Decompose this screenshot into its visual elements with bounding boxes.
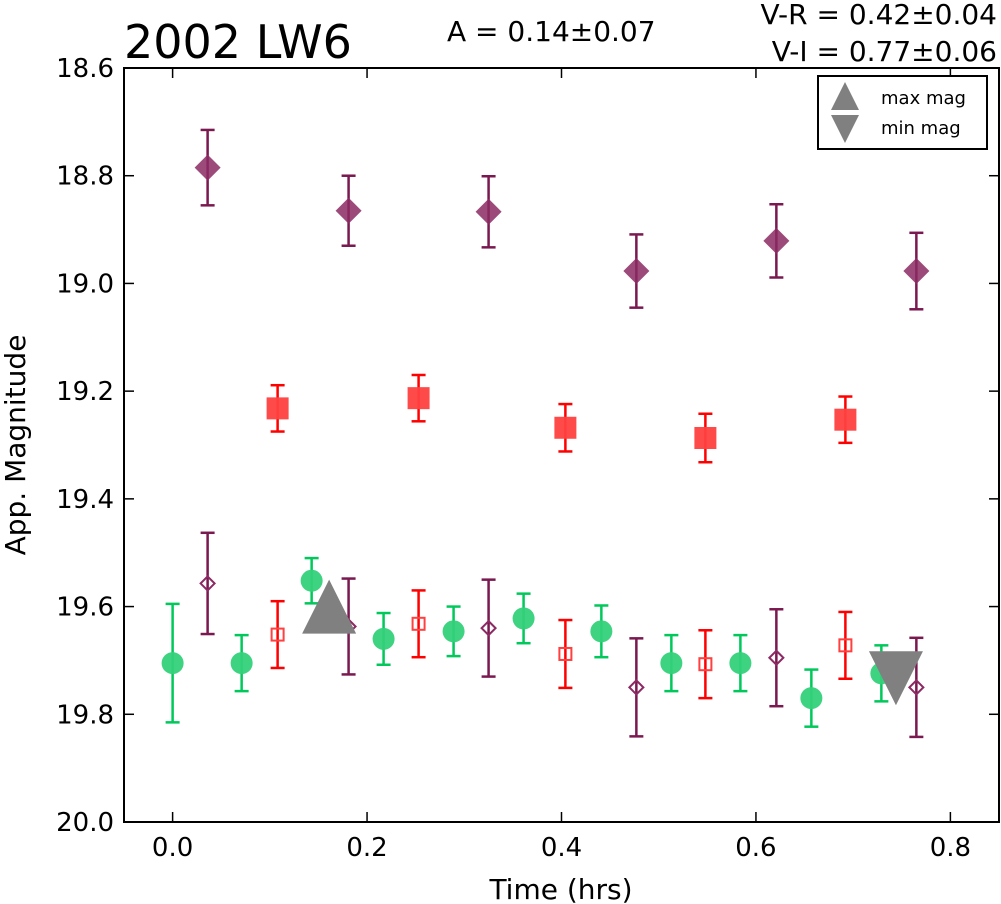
- legend-min-mag-label: min mag: [881, 118, 961, 139]
- y-tick-label: 18.8: [56, 162, 114, 192]
- data-point: [590, 620, 613, 643]
- data-point: [554, 416, 577, 439]
- plot-marks: [161, 128, 930, 739]
- series-0: [194, 128, 930, 311]
- x-tick-label: 0.8: [930, 833, 971, 863]
- data-point: [407, 387, 430, 410]
- legend-min-mag-marker: [831, 115, 859, 143]
- y-tick-label: 20.0: [56, 808, 114, 838]
- data-point: [270, 627, 285, 642]
- y-tick-label: 19.2: [56, 377, 114, 407]
- series-3: [199, 531, 925, 739]
- data-point: [660, 652, 683, 675]
- legend-max-mag-marker: [831, 82, 859, 110]
- axis-ticks: 0.0 0.2 0.4 0.6 0.8 18.6 18.8 19.0 19.2 19.4 19.6 1…: [56, 54, 999, 863]
- legend-max-mag-label: max mag: [881, 88, 966, 109]
- x-tick-label: 0.4: [541, 833, 582, 863]
- data-point: [372, 627, 395, 650]
- data-point: [627, 678, 645, 696]
- data-point: [763, 227, 790, 254]
- x-axis-label: Time (hrs): [488, 873, 632, 904]
- data-point: [834, 408, 857, 431]
- data-point: [698, 657, 713, 672]
- data-point: [838, 638, 853, 653]
- x-tick-label: 0.2: [346, 833, 387, 863]
- max-mag-marker: [302, 579, 357, 634]
- data-point: [800, 687, 823, 710]
- chart-title: 2002 LW6: [124, 15, 352, 69]
- min-mag-marker: [868, 651, 923, 706]
- data-point: [335, 197, 362, 224]
- data-point: [480, 619, 497, 637]
- data-point: [230, 652, 253, 675]
- v-i-annotation: V-I = 0.77±0.06: [772, 35, 997, 68]
- data-point: [623, 258, 650, 285]
- x-tick-label: 0.0: [152, 833, 193, 863]
- amplitude-annotation: A = 0.14±0.07: [447, 15, 656, 48]
- x-tick-label: 0.6: [735, 833, 776, 863]
- series-2: [161, 556, 893, 728]
- data-point: [694, 426, 717, 449]
- series-1: [266, 373, 857, 464]
- y-tick-label: 18.6: [56, 54, 114, 84]
- data-point: [442, 620, 465, 643]
- data-point: [903, 258, 930, 285]
- data-point: [907, 678, 925, 696]
- v-r-annotation: V-R = 0.42±0.04: [761, 0, 997, 31]
- data-point: [266, 397, 289, 420]
- y-axis-label: App. Magnitude: [0, 335, 32, 556]
- data-point: [300, 569, 323, 592]
- data-point: [194, 154, 221, 181]
- plot-frame: [123, 67, 1000, 823]
- data-point: [411, 616, 426, 631]
- data-point: [729, 652, 752, 675]
- data-point: [767, 649, 785, 667]
- data-point: [161, 652, 184, 675]
- y-tick-label: 19.8: [56, 700, 114, 730]
- legend: max mag min mag: [817, 75, 988, 150]
- y-tick-label: 19.4: [56, 485, 114, 515]
- series-4: [270, 589, 853, 700]
- data-point: [475, 198, 502, 225]
- y-tick-label: 19.6: [56, 593, 114, 623]
- data-point: [558, 646, 573, 661]
- data-point: [199, 574, 217, 592]
- data-point: [512, 607, 535, 630]
- y-tick-label: 19.0: [56, 269, 114, 299]
